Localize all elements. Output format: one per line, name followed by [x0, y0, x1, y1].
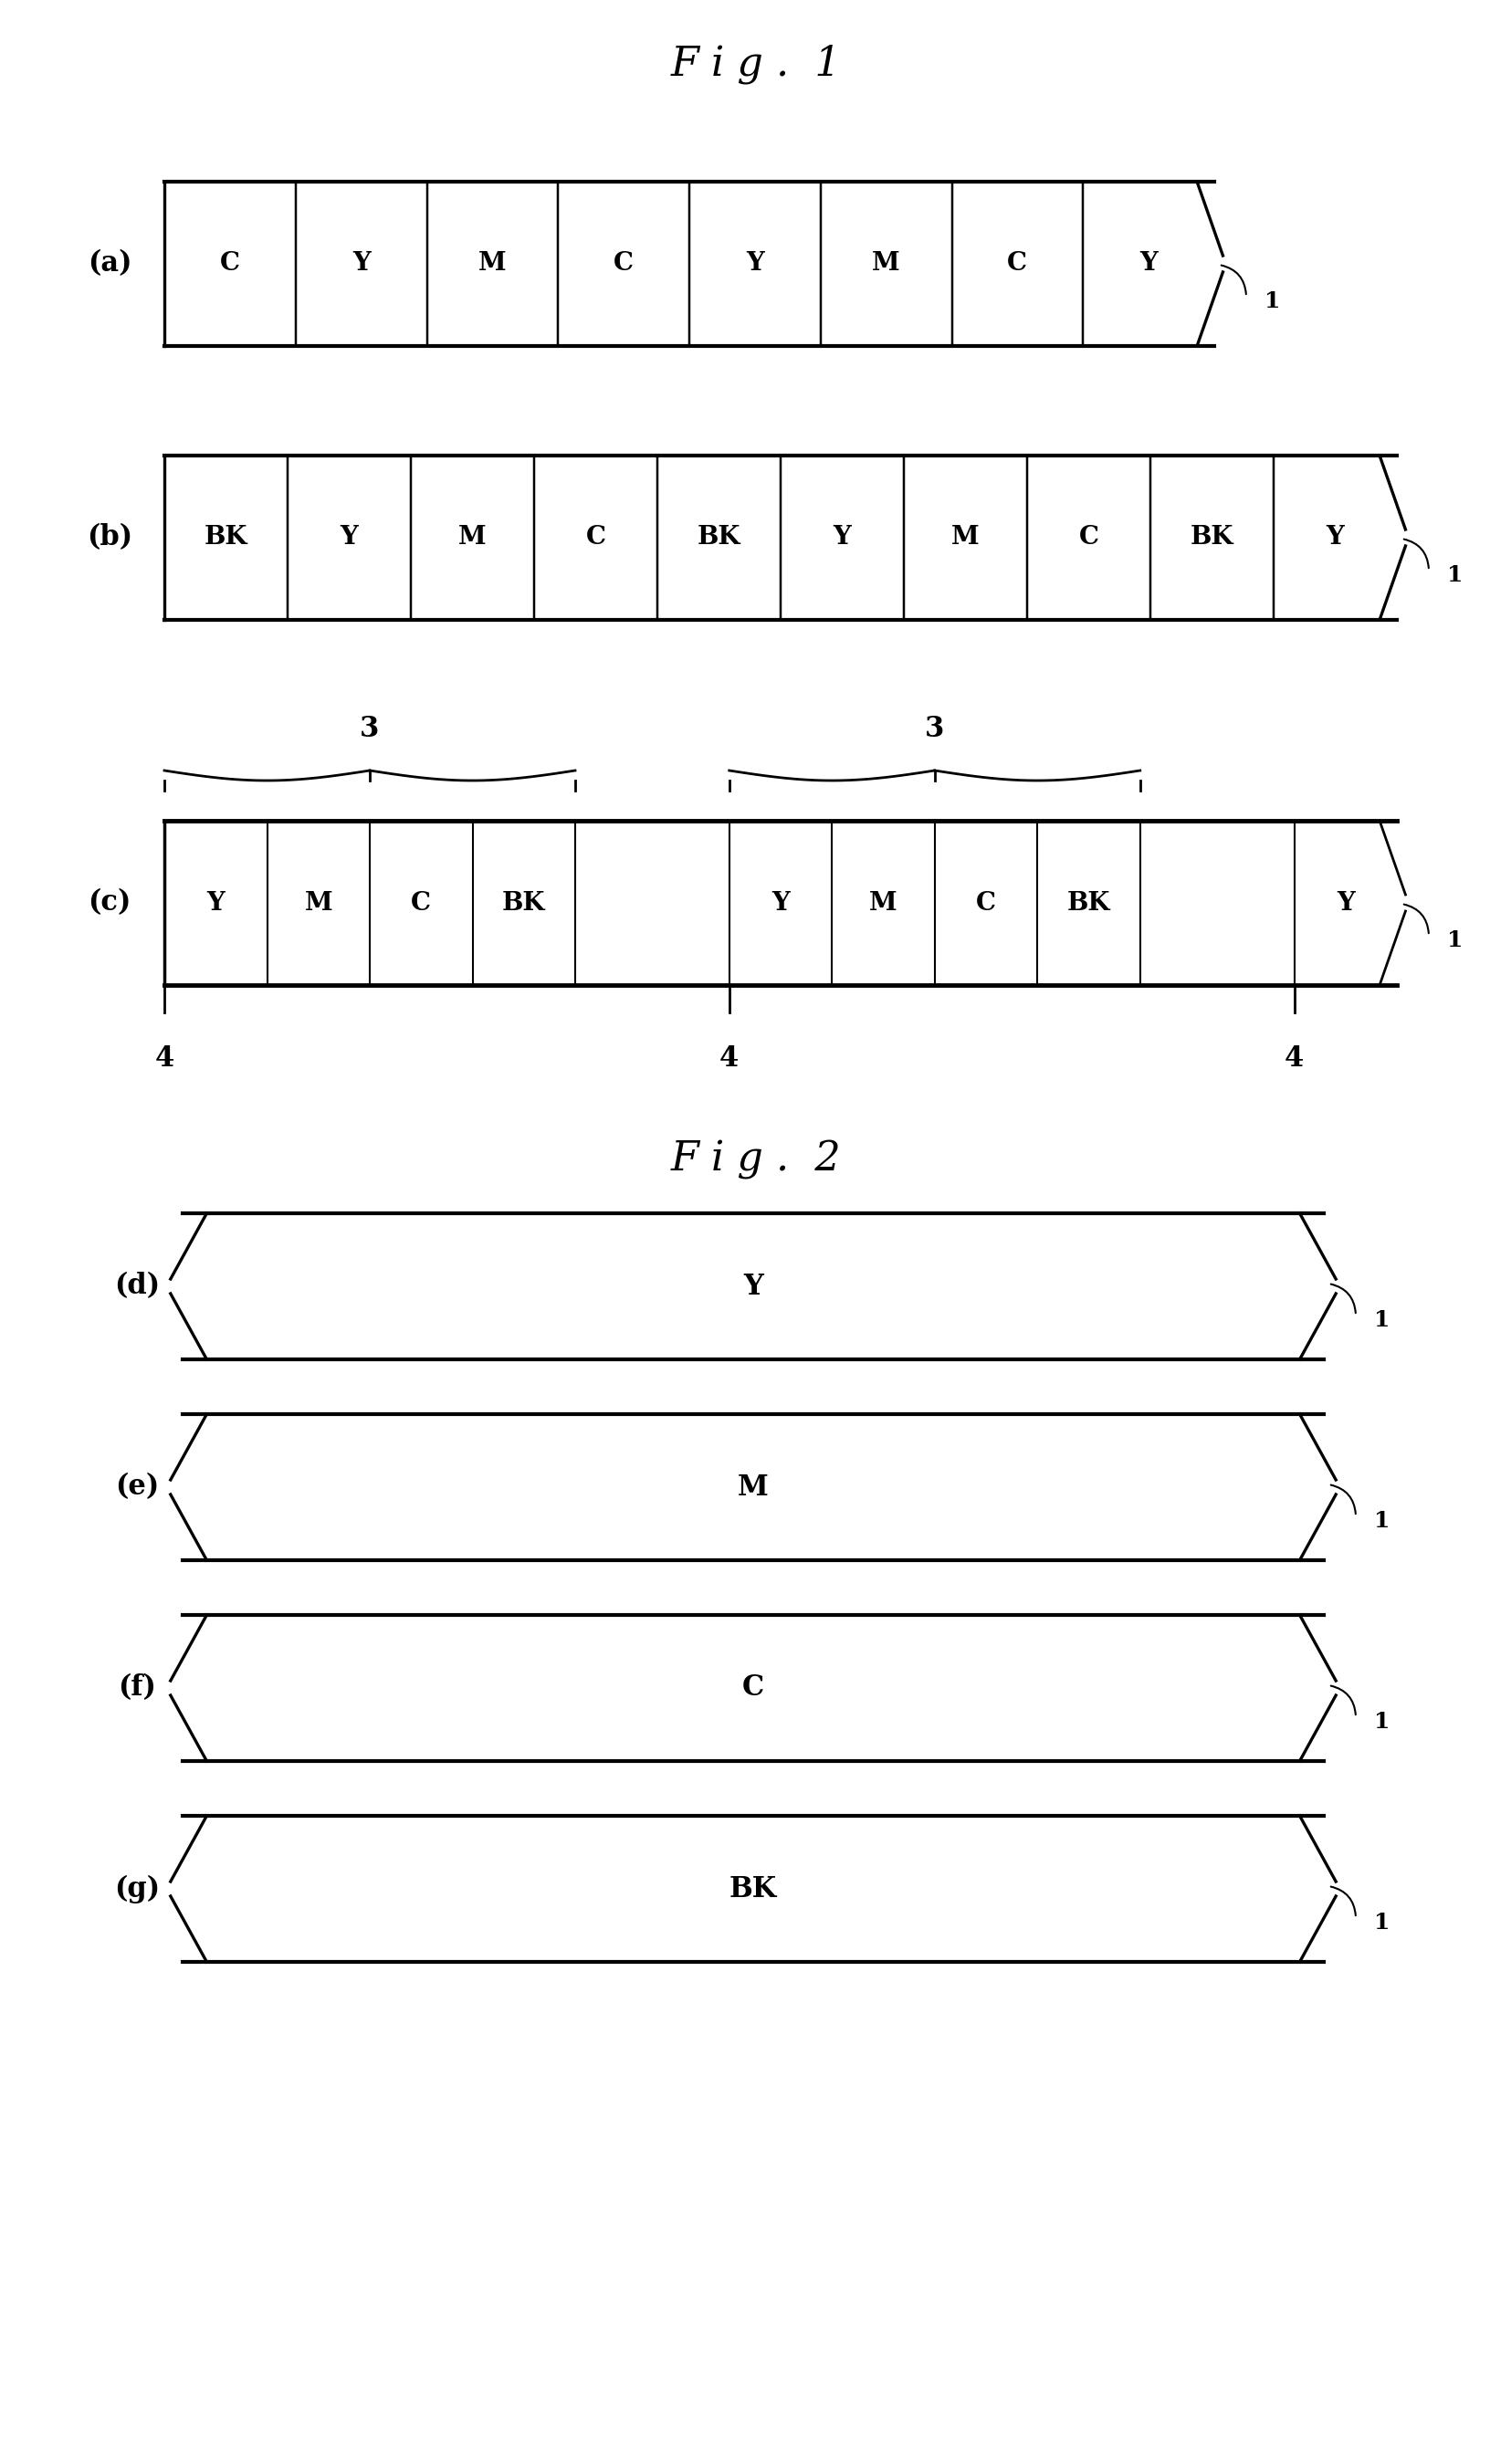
Text: (b): (b) [86, 522, 133, 552]
Text: 4: 4 [1284, 1045, 1302, 1072]
Text: 3: 3 [360, 715, 379, 744]
Text: C: C [976, 890, 996, 914]
Text: 1: 1 [1446, 564, 1463, 586]
Text: (a): (a) [88, 249, 131, 278]
Text: (d): (d) [113, 1271, 160, 1301]
Text: Y: Y [1325, 525, 1343, 549]
Text: M: M [869, 890, 896, 914]
Text: 3: 3 [925, 715, 944, 744]
Text: F i g .  2: F i g . 2 [671, 1141, 840, 1180]
Text: C: C [585, 525, 606, 549]
Text: M: M [737, 1473, 768, 1501]
Text: C: C [742, 1673, 765, 1703]
Text: BK: BK [204, 525, 248, 549]
Text: (f): (f) [118, 1673, 156, 1703]
Text: BK: BK [1067, 890, 1109, 914]
Text: BK: BK [728, 1875, 777, 1902]
Text: 1: 1 [1373, 1510, 1389, 1533]
Text: Y: Y [340, 525, 358, 549]
Text: 1: 1 [1373, 1710, 1389, 1732]
Text: Y: Y [771, 890, 789, 914]
Text: F i g .  1: F i g . 1 [671, 44, 840, 84]
Text: C: C [613, 251, 633, 276]
Text: M: M [950, 525, 979, 549]
Text: 1: 1 [1263, 291, 1280, 313]
Text: M: M [872, 251, 899, 276]
Text: Y: Y [745, 251, 763, 276]
Text: (c): (c) [88, 890, 131, 917]
Text: 4: 4 [719, 1045, 739, 1072]
Text: 1: 1 [1446, 929, 1463, 951]
Text: Y: Y [207, 890, 225, 914]
Text: M: M [477, 251, 506, 276]
Text: Y: Y [352, 251, 370, 276]
Text: C: C [219, 251, 240, 276]
Text: (g): (g) [113, 1875, 160, 1902]
Text: BK: BK [502, 890, 545, 914]
Text: Y: Y [1336, 890, 1354, 914]
Text: 4: 4 [154, 1045, 174, 1072]
Text: Y: Y [743, 1271, 763, 1301]
Text: Y: Y [833, 525, 851, 549]
Text: BK: BK [697, 525, 740, 549]
Text: M: M [458, 525, 487, 549]
Text: 1: 1 [1373, 1308, 1389, 1331]
Text: C: C [1077, 525, 1098, 549]
Text: M: M [304, 890, 332, 914]
Text: C: C [411, 890, 431, 914]
Text: C: C [1006, 251, 1027, 276]
Text: Y: Y [1139, 251, 1157, 276]
Text: 1: 1 [1373, 1912, 1389, 1934]
Text: BK: BK [1189, 525, 1233, 549]
Text: (e): (e) [115, 1473, 159, 1501]
